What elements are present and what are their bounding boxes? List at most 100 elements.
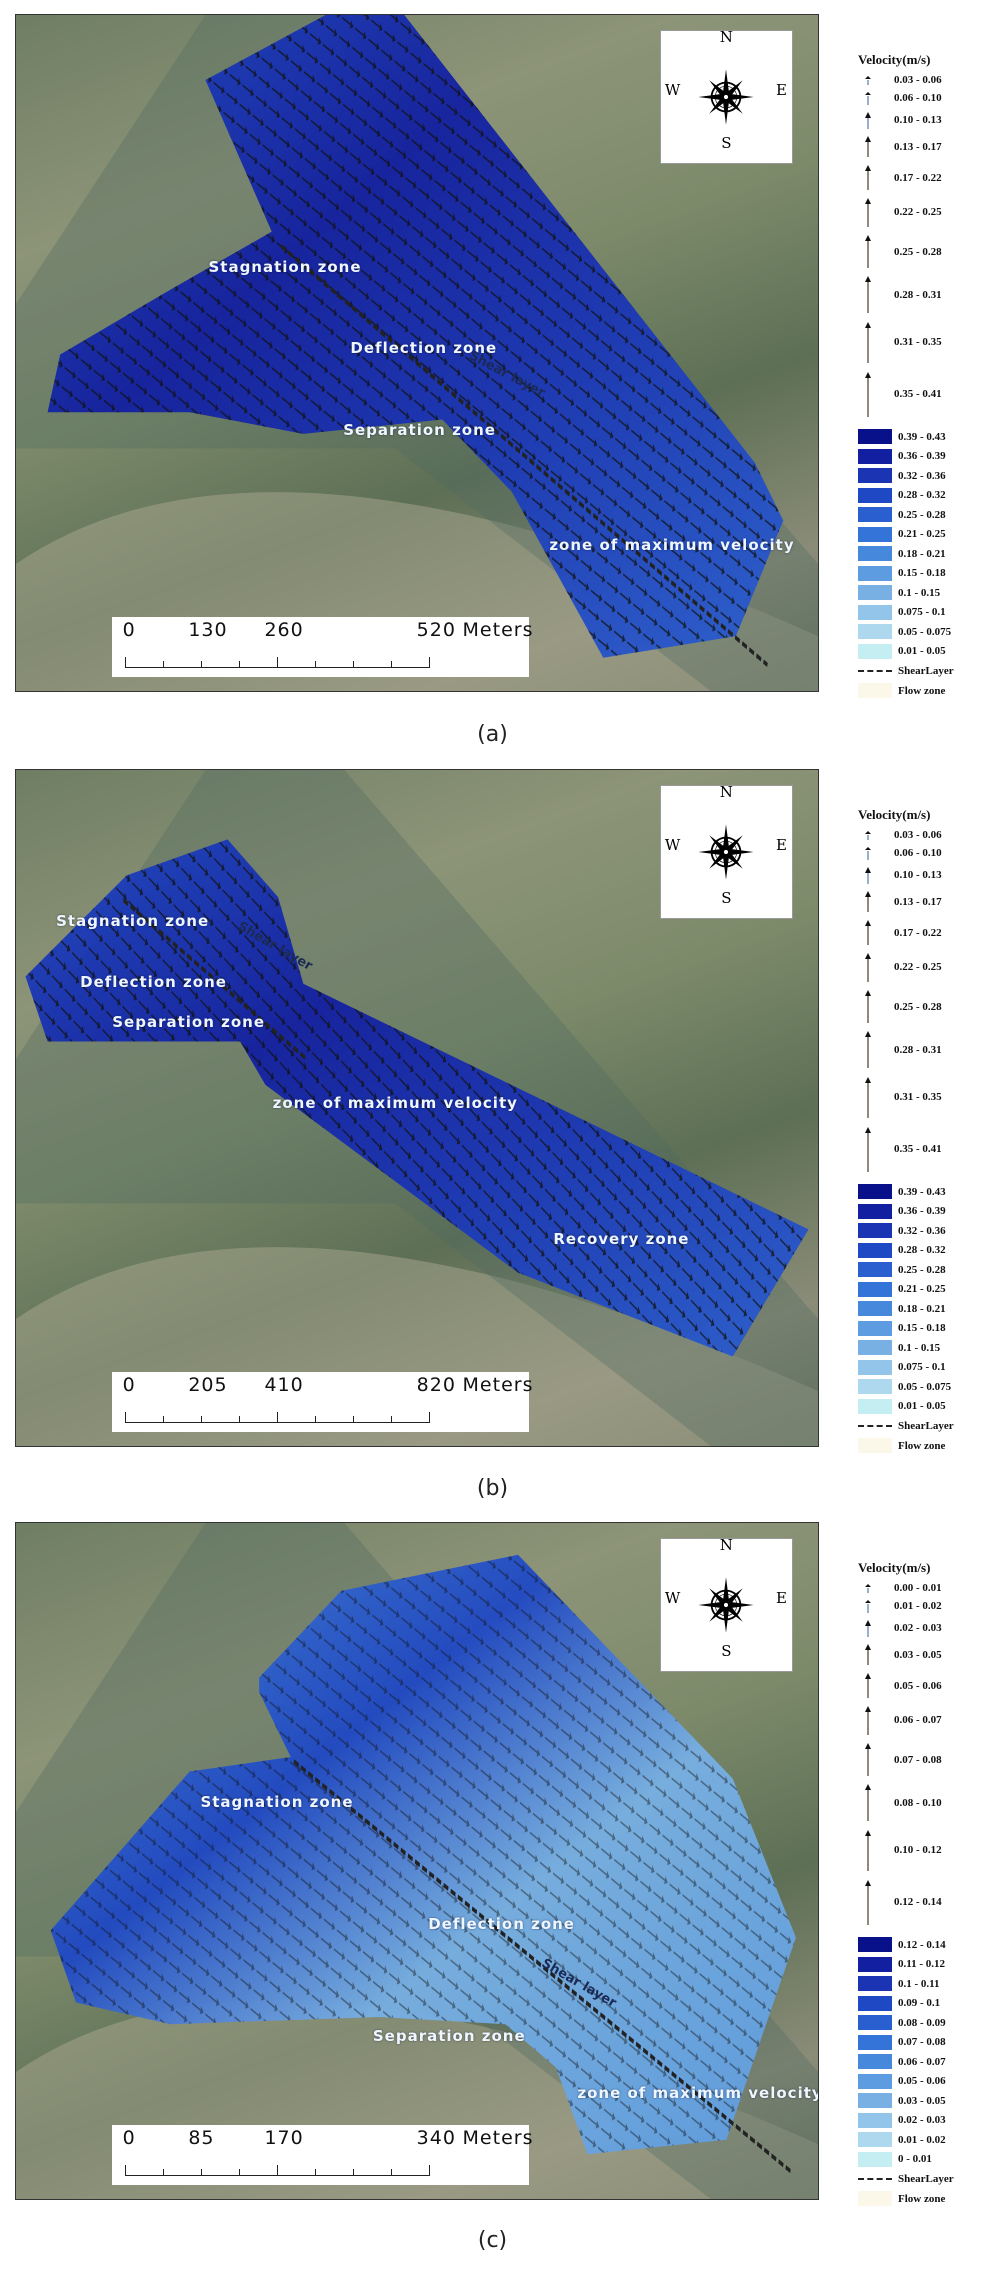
scale-unit: Meters [462, 618, 534, 641]
color-swatch [858, 1995, 892, 2011]
legend-fill-label: 0.12 - 0.14 [898, 1938, 946, 1951]
color-swatch [858, 448, 892, 464]
legend-fill-item: 0.05 - 0.06 [848, 2071, 985, 2091]
flow-zone-swatch [858, 2191, 892, 2207]
legend-fill-label: 0.07 - 0.08 [898, 2036, 946, 2049]
legend-fill-item: 0.25 - 0.28 [848, 505, 985, 525]
velocity-arrow-icon [848, 891, 888, 913]
legend-fill-label: 0.39 - 0.43 [898, 430, 946, 443]
color-swatch [858, 624, 892, 640]
legend-arrow-item: 0.31 - 0.35 [848, 1073, 985, 1123]
legend-fill-item: 0.32 - 0.36 [848, 1221, 985, 1241]
color-swatch [858, 1379, 892, 1395]
legend-fill-item: 0.21 - 0.25 [848, 1279, 985, 1299]
legend-fill-item: 0.28 - 0.32 [848, 1240, 985, 1260]
legend-arrow-label: 0.22 - 0.25 [894, 206, 942, 219]
scale-tick [238, 661, 240, 669]
legend-fill-label: 0.05 - 0.075 [898, 1380, 952, 1393]
legend-arrow-label: 0.31 - 0.35 [894, 1091, 942, 1104]
legend-arrow-label: 0.28 - 0.31 [894, 288, 942, 301]
color-swatch [858, 1262, 892, 1278]
color-swatch [858, 2015, 892, 2031]
zone-label: Separation zone [372, 2026, 526, 2045]
legend-fill-label: 0.21 - 0.25 [898, 528, 946, 541]
legend-fill-label: 0.06 - 0.07 [898, 2055, 946, 2068]
legend-arrow-label: 0.17 - 0.22 [894, 926, 942, 939]
scale-label: 260 [264, 618, 304, 641]
color-swatch [858, 2151, 892, 2167]
legend-shear-item: ShearLayer [848, 2169, 985, 2189]
flow-zone-swatch [858, 683, 892, 699]
compass-s: S [721, 888, 732, 907]
scale-tick [238, 1416, 240, 1424]
legend-fill-label: 0.01 - 0.02 [898, 2133, 946, 2146]
legend-arrow-label: 0.12 - 0.14 [894, 1896, 942, 1909]
color-swatch [858, 1301, 892, 1317]
scale-bar: 0 85 170 340 Meters [112, 2124, 532, 2186]
legend-arrow-label: 0.06 - 0.10 [894, 92, 942, 105]
zone-label: zone of maximum velocity [549, 535, 795, 554]
legend-fill-item: 0.39 - 0.43 [848, 1182, 985, 1202]
legend-fill-label: 0.03 - 0.05 [898, 2094, 946, 2107]
legend-fill-label: 0.25 - 0.28 [898, 1263, 946, 1276]
legend-fill-label: 0.36 - 0.39 [898, 1205, 946, 1218]
color-swatch [858, 1242, 892, 1258]
legend-flow-item: Flow zone [848, 2189, 985, 2209]
legend-arrow-item: 0.12 - 0.14 [848, 1875, 985, 1929]
legend-arrow-item: 0.03 - 0.05 [848, 1641, 985, 1670]
color-swatch [858, 1320, 892, 1336]
legend-arrow-label: 0.17 - 0.22 [894, 171, 942, 184]
legend-fill-item: 0.1 - 0.15 [848, 583, 985, 603]
color-swatch [858, 2132, 892, 2148]
color-swatch [858, 1956, 892, 1972]
scale-tick [315, 2169, 317, 2177]
color-swatch [858, 2112, 892, 2128]
zone-label: Stagnation zone [208, 258, 362, 277]
legend-fill-label: 0.28 - 0.32 [898, 1244, 946, 1257]
legend-arrow-label: 0.03 - 0.06 [894, 74, 942, 86]
color-swatch [858, 1398, 892, 1414]
scale-tick [124, 2165, 126, 2177]
color-swatch [858, 1281, 892, 1297]
legend-arrow-item: 0.22 - 0.25 [848, 194, 985, 231]
color-swatch [858, 2073, 892, 2089]
scale-tick [124, 1412, 126, 1424]
velocity-arrow-icon [848, 1619, 888, 1637]
velocity-arrow-icon [848, 111, 888, 129]
legend-flow-label: Flow zone [898, 1439, 946, 1452]
legend-fill-label: 0.09 - 0.1 [898, 1997, 941, 2010]
scale-line [124, 667, 430, 669]
color-swatch [858, 604, 892, 620]
legend-arrow-label: 0.03 - 0.05 [894, 1648, 942, 1661]
legend-arrow-label: 0.03 - 0.06 [894, 829, 942, 841]
legend-fill-label: 0.39 - 0.43 [898, 1185, 946, 1198]
velocity-arrow-icon [848, 830, 888, 840]
scale-tick [391, 2169, 393, 2177]
scale-tick [276, 657, 278, 669]
legend-fill-label: 0.25 - 0.28 [898, 508, 946, 521]
legend-arrow-item: 0.07 - 0.08 [848, 1739, 985, 1780]
scale-unit: Meters [462, 1373, 534, 1396]
scale-tick [276, 1412, 278, 1424]
compass-n: N [719, 28, 733, 47]
legend-fill-item: 0.21 - 0.25 [848, 524, 985, 544]
legend-arrow-item: 0.08 - 0.10 [848, 1780, 985, 1825]
color-swatch [858, 1976, 892, 1992]
compass-w: W [664, 1588, 681, 1607]
legend-shear-item: ShearLayer [848, 661, 985, 681]
legend-fill-item: 0.39 - 0.43 [848, 427, 985, 447]
scale-tick [162, 2169, 164, 2177]
panel-caption: (c) [477, 2228, 508, 2253]
legend-title: Velocity(m/s) [858, 1560, 931, 1575]
scale-label: 520 [416, 618, 456, 641]
velocity-arrow-icon [848, 1829, 888, 1871]
compass-e: E [776, 835, 787, 854]
legend-fill-label: 0.1 - 0.15 [898, 1341, 941, 1354]
legend-fill-item: 0.25 - 0.28 [848, 1260, 985, 1280]
legend-arrow-item: 0.03 - 0.06 [848, 827, 985, 843]
legend-fill-label: 0.28 - 0.32 [898, 489, 946, 502]
compass-e: E [776, 80, 787, 99]
scale-tick [429, 2165, 431, 2177]
legend-fill-label: 0.01 - 0.05 [898, 645, 946, 658]
shear-layer-line [293, 1759, 794, 2176]
